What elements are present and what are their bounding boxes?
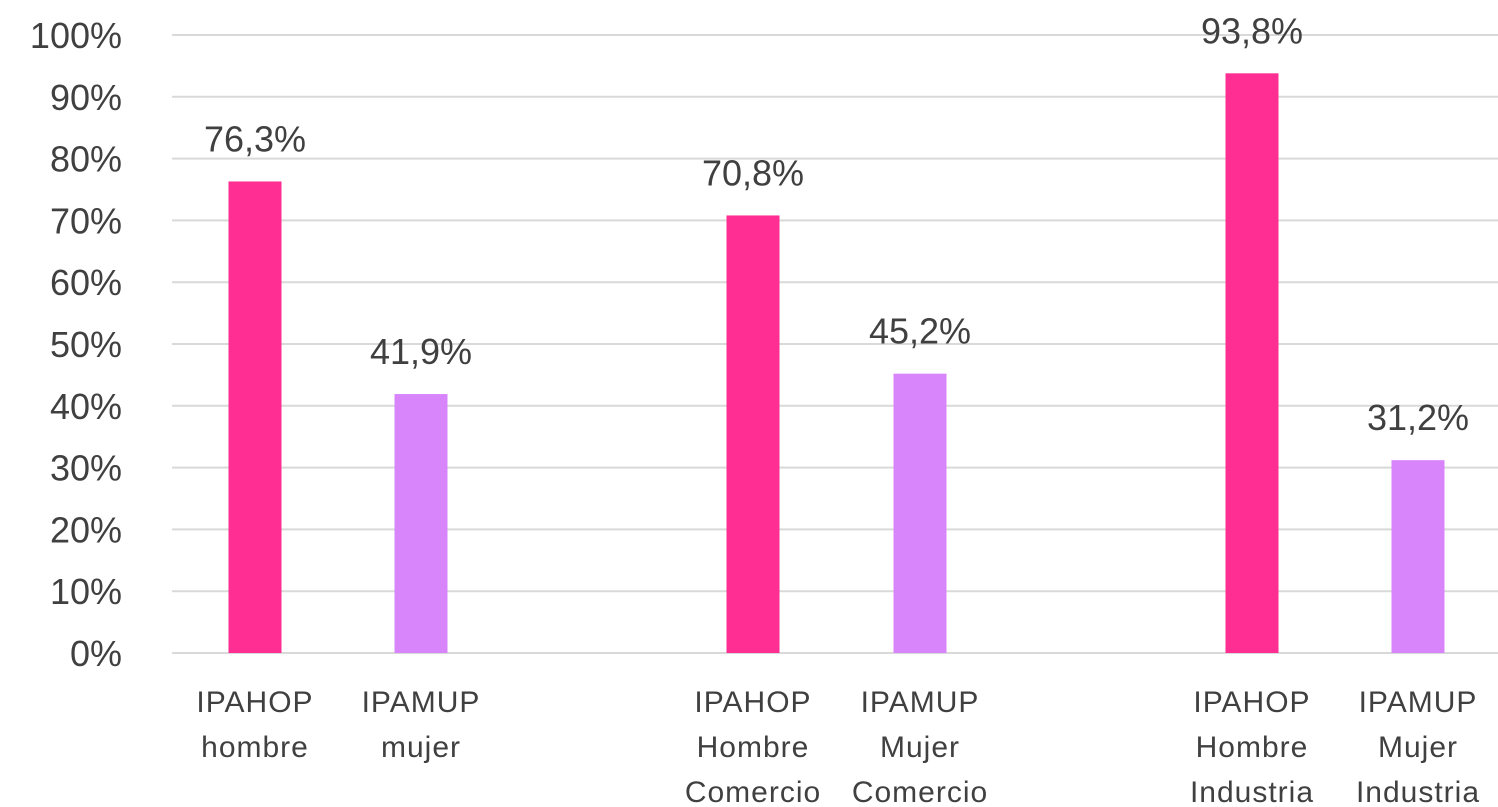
y-tick-label: 40% — [50, 386, 122, 427]
bar — [228, 181, 282, 653]
category-label: IPAMUP Mujer Comercio — [852, 686, 988, 807]
category-label-line: Industria — [1190, 776, 1314, 807]
category-label-line: hombre — [201, 731, 309, 764]
category-label-line: Comercio — [852, 776, 988, 807]
bar — [394, 394, 448, 653]
data-labels: 76,3% 41,9% 70,8% 45,2% 93,8% 31,2% — [204, 10, 1469, 438]
category-label-line: Hombre — [1196, 731, 1309, 764]
category-label-line: Mujer — [880, 731, 960, 764]
y-tick-label: 60% — [50, 262, 122, 303]
category-label-line: Industria — [1356, 776, 1480, 807]
category-label-line: IPAMUP — [362, 686, 481, 719]
category-label-line: IPAHOP — [196, 686, 313, 719]
y-tick-label: 50% — [50, 324, 122, 365]
category-label-line: IPAHOP — [694, 686, 811, 719]
category-label-line: Hombre — [697, 731, 810, 764]
y-axis-tick-labels: 0% 10% 20% 30% 40% 50% 60% 70% 80% 90% 100% — [30, 15, 122, 674]
y-tick-label: 90% — [50, 77, 122, 118]
data-label: 31,2% — [1367, 397, 1469, 438]
category-label: IPAMUP Mujer Industria — [1356, 686, 1480, 807]
y-tick-label: 20% — [50, 509, 122, 550]
category-label-line: IPAMUP — [1359, 686, 1478, 719]
data-label: 41,9% — [370, 331, 472, 372]
y-tick-label: 0% — [70, 633, 122, 674]
data-label: 70,8% — [702, 152, 804, 193]
category-label-line: IPAHOP — [1193, 686, 1310, 719]
category-label: IPAHOP Hombre Industria — [1190, 686, 1314, 807]
bars — [228, 73, 1445, 654]
y-tick-label: 100% — [30, 15, 122, 56]
category-label: IPAMUP mujer — [362, 686, 481, 764]
data-label: 93,8% — [1201, 10, 1303, 51]
category-label-line: Comercio — [685, 776, 821, 807]
bar — [1225, 73, 1279, 654]
bar — [893, 373, 947, 653]
y-tick-label: 80% — [50, 139, 122, 180]
category-label-line: mujer — [381, 731, 461, 764]
category-label-line: Mujer — [1378, 731, 1458, 764]
data-label: 76,3% — [204, 118, 306, 159]
y-tick-label: 30% — [50, 448, 122, 489]
bar — [1391, 460, 1445, 653]
y-tick-label: 70% — [50, 200, 122, 241]
x-axis-category-labels: IPAHOP hombre IPAMUP mujer IPAHOP Hombre Comer… — [196, 686, 1480, 807]
data-label: 45,2% — [869, 311, 971, 352]
category-label: IPAHOP hombre — [196, 686, 313, 764]
bar — [726, 215, 780, 653]
category-label: IPAHOP Hombre Comercio — [685, 686, 821, 807]
category-label-line: IPAMUP — [861, 686, 980, 719]
y-tick-label: 10% — [50, 571, 122, 612]
